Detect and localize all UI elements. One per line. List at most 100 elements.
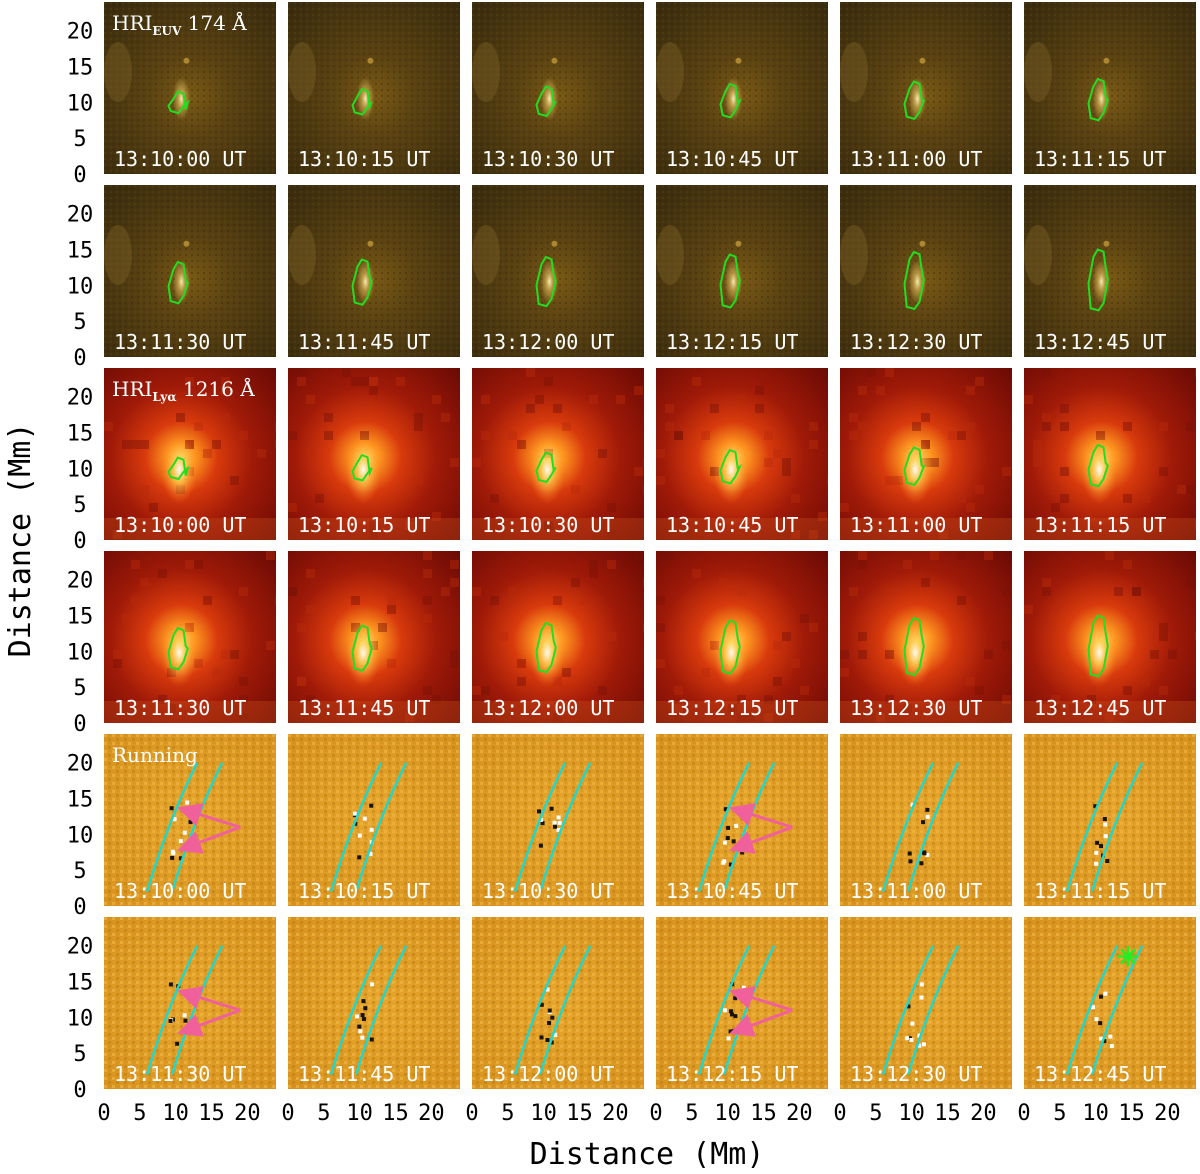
- x-tick: 15: [382, 1101, 409, 1126]
- slit-left: [881, 762, 935, 893]
- x-tick: 20: [234, 1101, 261, 1126]
- timestamp: 13:12:45 UT: [1034, 1062, 1166, 1086]
- x-tick: 15: [934, 1101, 961, 1126]
- contour: [351, 87, 373, 116]
- contour: [167, 260, 189, 305]
- lya-core: [713, 618, 750, 687]
- timestamp: 13:11:00 UT: [850, 879, 982, 903]
- timestamp: 13:12:15 UT: [666, 330, 798, 354]
- panel-running-1-0: 13:11:30 UT: [104, 917, 276, 1089]
- y-tick: 0: [73, 895, 86, 920]
- slit-left: [513, 945, 567, 1076]
- x-tick: 20: [1154, 1101, 1181, 1126]
- y-tick: 20: [67, 935, 94, 960]
- slit-left: [145, 945, 199, 1076]
- timestamp: 13:10:00 UT: [114, 513, 246, 537]
- timestamp: 13:12:30 UT: [850, 1062, 982, 1086]
- timestamp: 13:10:30 UT: [482, 879, 614, 903]
- slit-left: [697, 945, 751, 1076]
- slit-left: [697, 762, 751, 893]
- brightening: [172, 76, 191, 121]
- contour: [167, 90, 190, 115]
- contour: [719, 82, 743, 119]
- x-tick: 15: [750, 1101, 777, 1126]
- asterisk-marker: [1117, 946, 1138, 967]
- timestamp: 13:10:45 UT: [666, 879, 798, 903]
- x-tick: 5: [317, 1101, 330, 1126]
- y-tick: 5: [73, 127, 86, 152]
- x-tick: 0: [833, 1101, 846, 1126]
- x-tick: 0: [281, 1101, 294, 1126]
- panel-running-0-0: 13:10:00 UT Running: [104, 734, 276, 906]
- contour: [351, 624, 373, 672]
- group-label-lya: HRILyα 1216 Å: [112, 376, 255, 404]
- y-tick: 10: [67, 823, 94, 848]
- slit-left: [329, 762, 383, 893]
- x-tick: 0: [649, 1101, 662, 1126]
- lya-core: [345, 435, 382, 504]
- slit-left: [1065, 945, 1119, 1076]
- contour: [903, 80, 926, 120]
- x-tick: 15: [566, 1101, 593, 1126]
- contour: [167, 456, 190, 481]
- panel-running-0-5: 13:11:15 UT: [1024, 734, 1196, 906]
- panel-lya-1-2: 13:12:00 UT: [472, 551, 644, 723]
- flow-arrows: [729, 986, 793, 1037]
- timestamp: 13:11:15 UT: [1034, 513, 1166, 537]
- panel-euv-0-5: 13:11:15 UT: [1024, 2, 1196, 174]
- contour: [719, 448, 743, 485]
- slit-right: [906, 945, 960, 1076]
- y-tick: 15: [67, 788, 94, 813]
- timestamp: 13:10:45 UT: [666, 147, 798, 171]
- timestamp: 13:11:00 UT: [850, 513, 982, 537]
- panel-running-1-1: 13:11:45 UT: [288, 917, 460, 1089]
- contour: [535, 85, 557, 118]
- panel-running-0-2: 13:10:30 UT: [472, 734, 644, 906]
- x-tick: 20: [602, 1101, 629, 1126]
- panel-lya-0-4: 13:11:00 UT: [840, 368, 1012, 540]
- panel-running-1-2: 13:12:00 UT: [472, 917, 644, 1089]
- y-tick: 15: [67, 239, 94, 264]
- y-tick: 10: [67, 91, 94, 116]
- x-tick: 0: [1017, 1101, 1030, 1126]
- timestamp: 13:11:15 UT: [1034, 879, 1166, 903]
- brightening: [356, 76, 375, 121]
- x-tick: 5: [869, 1101, 882, 1126]
- panel-euv-1-2: 13:12:00 UT: [472, 185, 644, 357]
- x-tick: 5: [1053, 1101, 1066, 1126]
- brightening: [356, 259, 375, 304]
- x-tick: 20: [970, 1101, 997, 1126]
- panel-lya-0-2: 13:10:30 UT: [472, 368, 644, 540]
- y-tick: 15: [67, 605, 94, 630]
- timestamp: 13:11:30 UT: [114, 330, 246, 354]
- flow-arrows: [177, 803, 241, 854]
- contour: [535, 621, 557, 674]
- group-label-euv: HRIEUV 174 Å: [112, 10, 247, 38]
- y-tick: 0: [73, 529, 86, 554]
- y-tick: 20: [67, 569, 94, 594]
- timestamp: 13:11:00 UT: [850, 147, 982, 171]
- timestamp: 13:12:45 UT: [1034, 330, 1166, 354]
- slit-right: [354, 762, 408, 893]
- timestamp: 13:10:30 UT: [482, 147, 614, 171]
- x-tick: 10: [346, 1101, 373, 1126]
- panel-running-1-3: 13:12:15 UT: [656, 917, 828, 1089]
- slit-right: [538, 945, 592, 1076]
- panel-running-0-4: 13:11:00 UT: [840, 734, 1012, 906]
- panel-lya-1-1: 13:11:45 UT: [288, 551, 460, 723]
- brightening: [908, 76, 927, 121]
- panel-grid: 13:10:00 UT HRIEUV 174 Å 13:10:15 UT 13:10:…: [104, 2, 1196, 1089]
- timestamp: 13:11:45 UT: [298, 330, 430, 354]
- contour: [719, 253, 741, 309]
- timestamp: 13:12:00 UT: [482, 696, 614, 720]
- y-tick: 10: [67, 640, 94, 665]
- timestamp: 13:11:30 UT: [114, 696, 246, 720]
- panel-lya-1-4: 13:12:30 UT: [840, 551, 1012, 723]
- slit-right: [538, 762, 592, 893]
- timestamp: 13:11:30 UT: [114, 1062, 246, 1086]
- brightening: [172, 259, 191, 304]
- panel-running-0-3: 13:10:45 UT: [656, 734, 828, 906]
- timestamp: 13:11:45 UT: [298, 696, 430, 720]
- y-tick: 5: [73, 310, 86, 335]
